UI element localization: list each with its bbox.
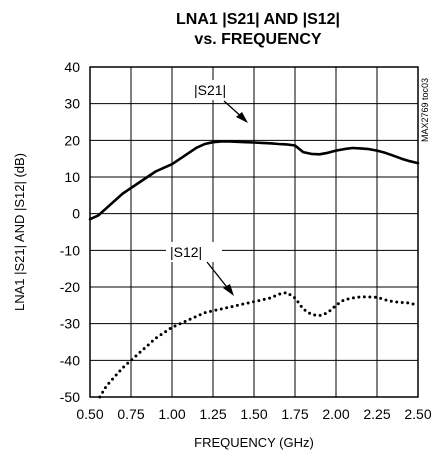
y-tick-label: 10 [64, 169, 80, 185]
x-tick-label: 1.00 [158, 406, 185, 422]
y-tick-label: 40 [64, 59, 80, 75]
chart-side-note: MAX2769 toc03 [420, 78, 430, 142]
chart-title-line1: LNA1 |S21| AND |S12| [176, 11, 340, 28]
x-axis-label: FREQUENCY (GHz) [194, 435, 314, 450]
y-tick-label: 20 [64, 132, 80, 148]
x-tick-label: 1.75 [281, 406, 308, 422]
annotation-s12-bg [166, 242, 222, 262]
x-tick-labels: 0.50 0.75 1.00 1.25 1.50 1.75 2.00 2.25 2.50 [76, 406, 431, 422]
y-tick-label: 0 [72, 206, 80, 222]
y-tick-labels: 40 30 20 10 0 -10 -20 -30 -40 -50 [60, 59, 80, 405]
series-line-s12 [98, 291, 420, 399]
series-lines [88, 140, 420, 399]
x-tick-label: 1.50 [240, 406, 267, 422]
annotation-s21: |S21| [189, 80, 248, 123]
annotation-s12-arrow-head [223, 284, 234, 296]
annotation-s21-label: |S21| [194, 82, 226, 98]
annotation-s12: |S12| [166, 242, 234, 296]
x-tick-label: 2.00 [322, 406, 349, 422]
annotation-s21-bg [189, 80, 245, 100]
x-tick-label: 2.50 [404, 406, 431, 422]
x-tick-label: 0.75 [117, 406, 144, 422]
plot-frame [89, 66, 419, 398]
chart-title-line2: vs. FREQUENCY [194, 31, 321, 48]
y-tick-label: -10 [60, 242, 80, 258]
x-tick-label: 2.25 [363, 406, 390, 422]
y-tick-label: -20 [60, 279, 80, 295]
annotation-s12-label: |S12| [170, 244, 202, 260]
y-axis-label: LNA1 |S21| AND |S12| (dB) [12, 153, 27, 311]
y-tick-label: 30 [64, 96, 80, 112]
annotation-s12-arrow-shaft [206, 261, 231, 292]
annotation-s21-arrow-head [236, 112, 248, 123]
x-tick-label: 1.25 [199, 406, 226, 422]
series-line-s21 [88, 140, 420, 221]
x-tick-label: 0.50 [76, 406, 103, 422]
y-tick-label: -50 [60, 389, 80, 405]
grid [89, 66, 419, 398]
y-tick-label: -30 [60, 316, 80, 332]
y-tick-label: -40 [60, 352, 80, 368]
